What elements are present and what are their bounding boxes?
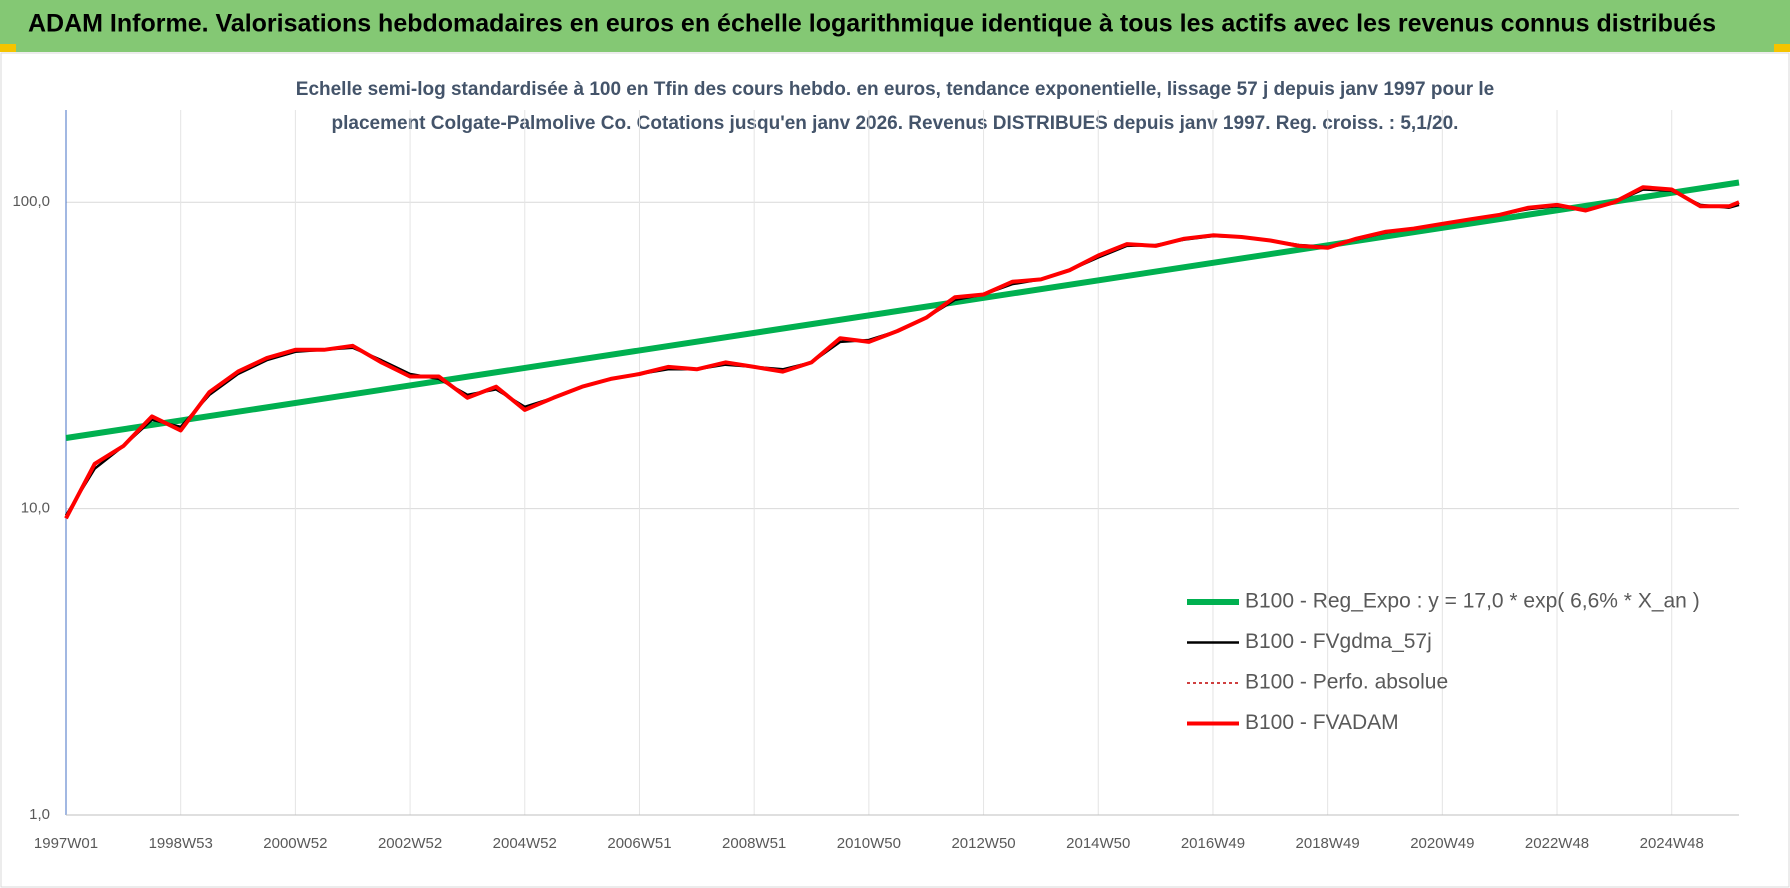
subtitle: placement Colgate-Palmolive Co. Cotation… (332, 113, 1459, 134)
y-tick-label: 100,0 (12, 193, 50, 210)
subtitle: Echelle semi-log standardisée à 100 en T… (296, 79, 1494, 100)
x-tick-label: 1998W53 (149, 835, 213, 852)
x-tick-label: 2012W50 (951, 835, 1015, 852)
x-tick-label: 2020W49 (1410, 835, 1474, 852)
legend-label: B100 - Reg_Expo : y = 17,0 * exp( 6,6% *… (1245, 590, 1700, 613)
x-tick-label: 2008W51 (722, 835, 786, 852)
x-tick-label: 2022W48 (1525, 835, 1589, 852)
chart-area (0, 52, 1790, 888)
x-tick-label: 2010W50 (837, 835, 901, 852)
chart-title: ADAM Informe. Valorisations hebdomadaire… (28, 10, 1716, 38)
legend-label: B100 - Perfo. absolue (1245, 671, 1448, 694)
y-tick-label: 1,0 (29, 806, 50, 823)
x-tick-label: 2014W50 (1066, 835, 1130, 852)
x-tick-label: 2016W49 (1181, 835, 1245, 852)
corner (1774, 44, 1790, 52)
x-tick-label: 2002W52 (378, 835, 442, 852)
y-tick-label: 10,0 (21, 500, 50, 517)
x-tick-label: 2006W51 (607, 835, 671, 852)
series-line (64, 185, 1740, 520)
x-tick-label: 1997W01 (34, 835, 98, 852)
legend-label: B100 - FVgdma_57j (1245, 630, 1432, 653)
title-bar (0, 0, 1790, 52)
series-line (65, 179, 1740, 441)
x-tick-label: 2000W52 (263, 835, 327, 852)
legend-label: B100 - FVADAM (1245, 711, 1399, 734)
x-tick-label: 2004W52 (493, 835, 557, 852)
x-tick-label: 2024W48 (1640, 835, 1704, 852)
corner (0, 44, 16, 52)
x-tick-label: 2018W49 (1296, 835, 1360, 852)
